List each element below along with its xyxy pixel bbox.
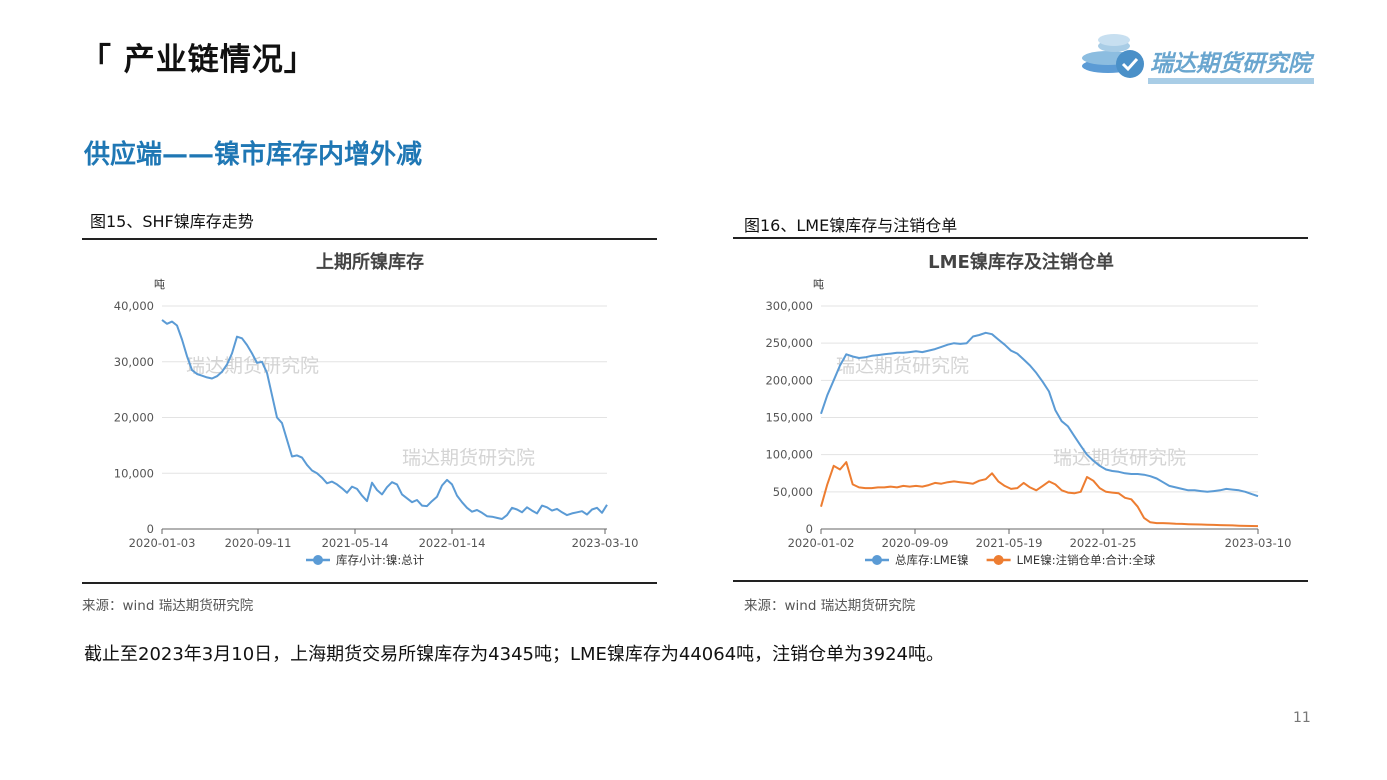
legend-label: 总库存:LME镍 — [895, 553, 968, 567]
x-tick-label: 2020-09-11 — [225, 536, 292, 550]
x-tick-label: 2022-01-25 — [1070, 536, 1137, 550]
y-tick-label: 30,000 — [114, 355, 154, 369]
chart-title: LME镍库存及注销仓单 — [928, 251, 1114, 273]
legend-swatch-marker — [872, 555, 882, 565]
legend-label: LME镍:注销仓单:合计:全球 — [1017, 553, 1156, 567]
x-tick-label: 2021-05-19 — [976, 536, 1043, 550]
series-line — [820, 331, 1259, 498]
y-tick-label: 250,000 — [765, 336, 813, 350]
watermark-text: 瑞达期货研究院 — [402, 447, 535, 469]
source-rule — [82, 582, 657, 584]
section-title: 供应端——镍市库存内增外减 — [84, 140, 423, 170]
legend-swatch-marker — [993, 555, 1004, 565]
y-tick-label: 200,000 — [765, 373, 813, 387]
caption-rule — [733, 237, 1308, 239]
caption-rule — [82, 238, 657, 240]
legend-swatch-marker — [313, 555, 323, 565]
figure-caption-15: 图15、SHF镍库存走势 — [90, 212, 254, 231]
summary-text: 截止至2023年3月10日，上海期货交易所镍库存为4345吨；LME镍库存为44… — [84, 644, 944, 665]
x-tick-label: 2023-03-10 — [572, 536, 639, 550]
source-rule — [733, 580, 1308, 582]
y-unit-label: 吨 — [154, 278, 165, 291]
x-tick-label: 2022-01-14 — [419, 536, 486, 550]
x-tick-label: 2020-09-09 — [882, 536, 949, 550]
y-tick-label: 300,000 — [765, 299, 813, 313]
y-tick-label: 10,000 — [114, 466, 154, 480]
watermark-text: 瑞达期货研究院 — [1053, 447, 1186, 469]
figure-source-16: 来源：wind 瑞达期货研究院 — [744, 598, 916, 614]
logo — [1078, 28, 1318, 86]
watermark-text: 瑞达期货研究院 — [836, 355, 969, 377]
legend-label: 库存小计:镍:总计 — [336, 553, 425, 567]
page-number: 11 — [1293, 710, 1311, 726]
y-tick-label: 50,000 — [773, 485, 813, 499]
x-tick-label: 2020-01-02 — [788, 536, 855, 550]
logo-text: 瑞达期货研究院 — [1150, 51, 1311, 77]
y-unit-label: 吨 — [813, 278, 824, 291]
x-tick-label: 2023-03-10 — [1225, 536, 1292, 550]
y-tick-label: 20,000 — [114, 411, 154, 425]
x-tick-label: 2021-05-14 — [322, 536, 389, 550]
logo-underline — [1148, 78, 1314, 84]
series-line — [820, 461, 1259, 528]
y-tick-label: 150,000 — [765, 411, 813, 425]
figure-source-15: 来源：wind 瑞达期货研究院 — [82, 598, 254, 614]
series-line — [161, 319, 608, 520]
x-tick-label: 2020-01-03 — [129, 536, 196, 550]
figure-caption-16: 图16、LME镍库存与注销仓单 — [744, 216, 958, 235]
y-tick-label: 100,000 — [765, 448, 813, 462]
chart-title: 上期所镍库存 — [316, 251, 424, 273]
page-title: 「 产业链情况」 — [80, 42, 316, 78]
watermark-text: 瑞达期货研究院 — [186, 355, 319, 377]
y-tick-label: 0 — [806, 522, 813, 536]
y-tick-label: 0 — [147, 522, 154, 536]
y-tick-label: 40,000 — [114, 299, 154, 313]
coins-logo-icon — [1082, 34, 1144, 78]
